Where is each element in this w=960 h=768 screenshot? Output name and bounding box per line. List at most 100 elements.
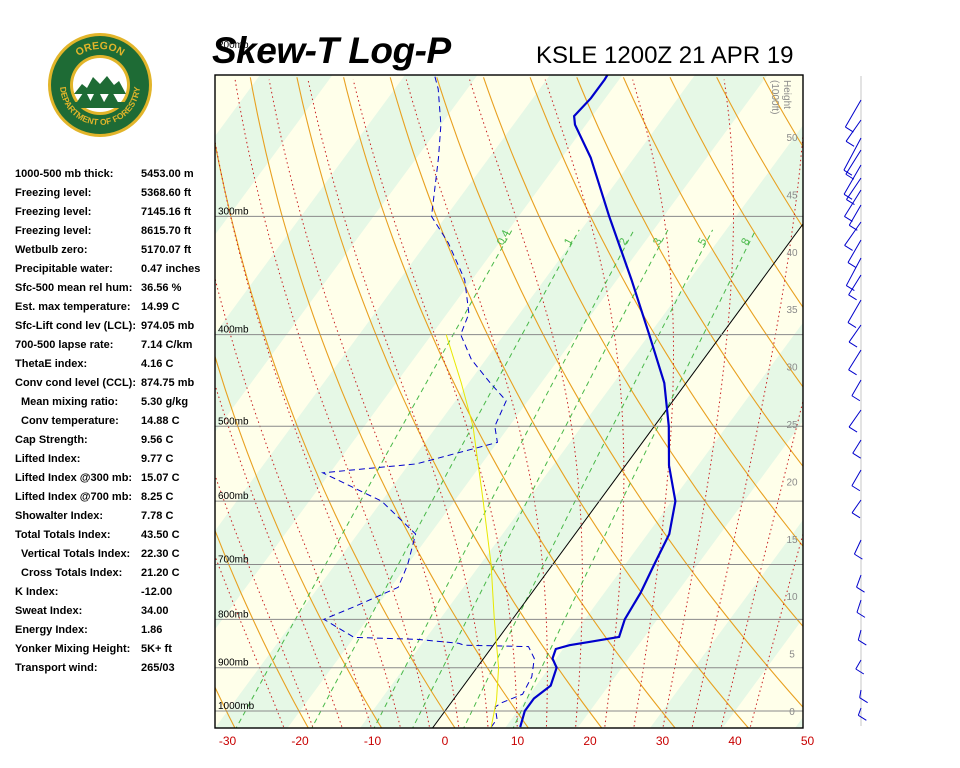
- index-row: Energy Index: 1.86: [15, 624, 215, 643]
- height-axis-unit: (1000ft): [769, 80, 780, 114]
- index-value: 7145.16 ft: [141, 206, 192, 218]
- wind-barb-flag: [844, 216, 853, 222]
- index-label: Sfc-500 mean rel hum:: [15, 282, 133, 294]
- index-label: ThetaE index:: [15, 358, 88, 370]
- height-tick-label: 35: [786, 305, 798, 316]
- mixing-ratio-line: [235, 229, 513, 728]
- wind-barb-flag: [847, 262, 857, 268]
- height-tick-label: 45: [786, 190, 798, 201]
- index-row: Lifted Index @700 mb: 8.25 C: [15, 491, 215, 510]
- isotherm-band: [215, 75, 333, 235]
- index-row: Lifted Index: 9.77 C: [15, 453, 215, 472]
- wind-barb-flag: [844, 245, 853, 251]
- index-label: Mean mixing ratio:: [21, 396, 119, 408]
- mixing-ratio-label: 2: [617, 236, 630, 247]
- wind-barb: [851, 379, 862, 397]
- index-row: Mean mixing ratio: 5.30 g/kg: [15, 396, 215, 415]
- height-tick-label: 5: [789, 650, 795, 661]
- height-tick-label: 25: [786, 420, 798, 431]
- oregon-department-of-forestry-logo: OREGON DEPARTMENT OF FORESTRY: [48, 33, 152, 137]
- mixing-ratio-line: [463, 229, 714, 728]
- index-label: Precipitable water:: [15, 263, 113, 275]
- index-value: 43.50 C: [141, 529, 180, 541]
- wind-barb-column: [843, 76, 868, 726]
- parcel-trace: [445, 334, 500, 728]
- index-value: 974.05 mb: [141, 320, 195, 332]
- index-value: 9.56 C: [141, 434, 174, 446]
- index-row: Showalter Index: 7.78 C: [15, 510, 215, 529]
- temperature-tick-label: -30: [219, 734, 237, 748]
- wind-barb: [848, 324, 862, 343]
- plot-frame: [214, 74, 804, 729]
- chart-title: Skew-T Log-P: [212, 30, 451, 71]
- index-value: 5K+ ft: [141, 643, 172, 655]
- index-label: Freezing level:: [15, 187, 92, 199]
- wind-barb: [857, 707, 862, 716]
- height-tick-label: 20: [786, 477, 798, 488]
- index-label: Conv temperature:: [21, 415, 119, 427]
- isobar-label: 200mb: [218, 40, 249, 51]
- wind-barb-flag: [859, 697, 868, 704]
- wind-barb-flag: [856, 586, 865, 593]
- index-label: Lifted Index:: [15, 453, 81, 465]
- index-label: Transport wind:: [15, 662, 98, 674]
- wind-barb-flag: [847, 322, 857, 328]
- index-row: Sfc-Lift cond lev (LCL): 974.05 mb: [15, 320, 215, 339]
- mixing-ratio-label: 1: [562, 236, 575, 247]
- dry-adiabat: [810, 77, 960, 728]
- isobar-label: 900mb: [218, 658, 249, 669]
- wind-barb: [843, 164, 862, 195]
- index-label: Conv cond level (CCL):: [15, 377, 137, 389]
- index-row: ThetaE index: 4.16 C: [15, 358, 215, 377]
- mixing-ratio-label: 8: [739, 236, 752, 247]
- index-value: 14.88 C: [141, 415, 180, 427]
- temperature-tick-label: 20: [583, 734, 597, 748]
- svg-text:OREGON: OREGON: [74, 40, 127, 59]
- dry-adiabat: [669, 77, 803, 309]
- index-label: Cap Strength:: [15, 434, 88, 446]
- moist-adiabat: [662, 79, 734, 728]
- wind-barb-flag: [845, 140, 855, 147]
- isotherm-band: [795, 717, 803, 728]
- isotherm-band: [215, 75, 623, 630]
- dry-adiabat: [622, 77, 803, 388]
- dry-adiabat: [903, 77, 960, 728]
- dry-adiabat: [857, 77, 960, 728]
- isobar-label: 700mb: [218, 554, 249, 565]
- wind-barb-flag: [858, 714, 867, 721]
- mixing-ratio-label: 3: [651, 236, 664, 247]
- index-value: 14.99 C: [141, 301, 180, 313]
- mixing-ratio-label: 5: [696, 236, 709, 247]
- wind-barb-flag: [845, 173, 855, 180]
- index-label: Wetbulb zero:: [15, 244, 88, 256]
- index-value: 0.47 inches: [141, 263, 201, 275]
- moist-adiabat: [632, 79, 674, 728]
- wind-barb-flag: [845, 126, 854, 133]
- moist-adiabat: [544, 79, 625, 728]
- index-row: 1000-500 mb thick: 5453.00 m: [15, 168, 215, 187]
- moist-adiabat: [307, 79, 489, 728]
- wind-barb-flag: [848, 294, 857, 301]
- height-tick-label: 10: [786, 592, 798, 603]
- index-label: Freezing level:: [15, 225, 92, 237]
- wind-barb-flag: [848, 369, 857, 376]
- wind-barb: [856, 574, 862, 588]
- temperature-tick-label: 30: [656, 734, 670, 748]
- index-row: Vertical Totals Index: 22.30 C: [15, 548, 215, 567]
- moist-adiabat: [469, 79, 583, 728]
- moist-adiabat: [234, 79, 431, 728]
- wind-barb: [852, 439, 862, 454]
- wind-barb: [845, 149, 862, 175]
- wind-barb-flag: [854, 553, 863, 560]
- height-tick-label: 30: [786, 363, 798, 374]
- isobar-label: 800mb: [218, 609, 249, 620]
- wind-barb-flag: [851, 395, 861, 402]
- isotherm-band: [650, 519, 803, 728]
- index-label: 700-500 lapse rate:: [15, 339, 114, 351]
- index-value: 7.78 C: [141, 510, 174, 522]
- wind-barb: [855, 659, 862, 670]
- wind-barb: [848, 349, 862, 371]
- index-row: Freezing level: 5368.60 ft: [15, 187, 215, 206]
- height-tick-label: 50: [786, 133, 798, 144]
